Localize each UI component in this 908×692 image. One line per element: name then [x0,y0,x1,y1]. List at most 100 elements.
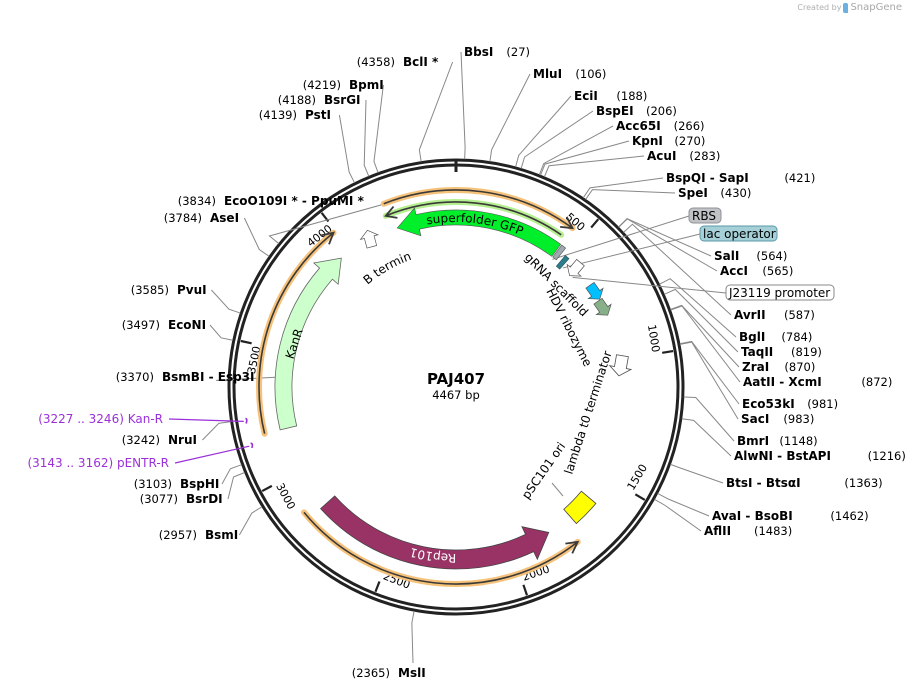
site-left[interactable]: (4219) BpmI [303,78,384,92]
site-name[interactable]: PstI [305,108,331,122]
site-name[interactable]: BspEI [596,104,634,118]
site-left[interactable]: (3242) NruI [122,433,197,447]
primer-kan-r[interactable]: (3227 .. 3246) Kan-R [38,412,248,426]
site-left[interactable]: (3077) BsrDI [140,492,223,506]
site-name[interactable]: AvaI - BsoBI [712,509,793,523]
site-left[interactable]: (4139) PstI [259,108,331,122]
feature-gray-block[interactable] [552,244,567,261]
site-left[interactable]: (3585) PvuI [131,283,207,297]
site-right[interactable]: SpeI (430) [678,186,751,200]
feature-gRNA-scaffold[interactable] [555,255,570,270]
site-left[interactable]: (3370) BsmBI - Esp3I [116,370,255,384]
feature-cyan-marker[interactable] [583,280,607,304]
orf-arc[interactable] [301,509,581,587]
site-right[interactable]: SacI (983) [741,412,814,426]
site-right[interactable]: BtsI - BtsαI (1363) [726,476,883,490]
site-right[interactable]: BmrI (1148) [737,434,818,448]
site-right[interactable]: AccI (565) [720,264,793,278]
feature-psc101-ori[interactable] [563,490,597,525]
site-name[interactable]: AvrII [734,308,766,322]
site-right[interactable]: BglI (784) [739,330,812,344]
feature-superfolder-gfp[interactable] [396,207,562,257]
site-name[interactable]: AseI [210,211,239,225]
site-left[interactable]: (3784) AseI [164,211,239,225]
feature-tonB-terminator[interactable] [359,228,381,249]
site-name[interactable]: Eco53kI [742,397,795,411]
site-name[interactable]: BspHI [180,477,219,491]
site-right[interactable]: AvaI - BsoBI (1462) [712,509,869,523]
site-left[interactable]: (4358) BclI * [357,55,439,69]
feature-lambda-t0-terminator[interactable] [608,354,633,378]
site-right[interactable]: TaqII (819) [741,345,822,359]
site-name[interactable]: TaqII [741,345,773,359]
site-right[interactable]: AvrII (587) [734,308,815,322]
site-position: (870) [784,360,815,374]
boxed-feature-rbs[interactable]: RBS [688,207,722,224]
site-name[interactable]: BglI [739,330,765,344]
site-right[interactable]: BspQI - SapI (421) [666,171,815,185]
site-left[interactable]: (3834) EcoO109I * - PpuMI * [178,194,365,208]
site-right[interactable]: ZraI (870) [742,360,815,374]
site-name[interactable]: MluI [533,67,562,81]
site-right[interactable]: BspEI (206) [596,104,677,118]
primer-label[interactable]: (3227 .. 3246) Kan-R [38,412,163,426]
site-name[interactable]: NruI [168,433,197,447]
boxed-feature-lac-operator[interactable]: lac operator [699,225,778,242]
site-name[interactable]: MslI [398,666,426,680]
site-name[interactable]: BpmI [349,78,384,92]
site-name[interactable]: BclI * [403,55,439,69]
feature-kanr[interactable] [274,257,342,431]
site-name[interactable]: PvuI [177,283,207,297]
site-name[interactable]: BsmI [205,528,238,542]
site-left[interactable]: (3103) BspHI [134,477,220,491]
site-name[interactable]: SpeI [678,186,708,200]
site-name[interactable]: BsrGI [324,93,361,107]
feature-rep101[interactable] [320,495,550,570]
site-left[interactable]: (4188) BsrGI [278,93,361,107]
site-name[interactable]: BtsI - BtsαI [726,476,801,490]
site-name[interactable]: EciI [574,89,598,103]
site-left[interactable]: (3497) EcoNI [122,318,206,332]
site-right[interactable]: AflII (1483) [704,524,792,538]
site-right[interactable]: Acc65I (266) [616,119,705,133]
site-left[interactable]: (2957) BsmI [159,528,239,542]
site-name[interactable]: KpnI [632,134,663,148]
site-name[interactable]: BbsI [464,45,493,59]
site-right[interactable]: Eco53kI (981) [742,397,838,411]
boxed-feature-j23119-promoter[interactable]: J23119 promoter [725,284,835,301]
site-right[interactable]: AlwNI - BstAPI (1216) [734,449,906,463]
site-name[interactable]: AlwNI - BstAPI [734,449,831,463]
site-position: (188) [616,89,647,103]
site-name[interactable]: BsrDI [186,492,223,506]
site-name[interactable]: BspQI - SapI [666,171,749,185]
orf-arc[interactable] [380,187,576,232]
credit-prefix: Created by [797,3,842,12]
site-right[interactable]: SalI (564) [714,249,787,263]
site-right[interactable]: KpnI (270) [632,134,705,148]
feature-hdv-ribozyme[interactable] [591,296,615,320]
site-right[interactable]: AatII - XcmI (872) [743,375,892,389]
site-right[interactable]: EciI (188) [574,89,647,103]
site-name[interactable]: ZraI [742,360,769,374]
site-name[interactable]: BsmBI - Esp3I [162,370,254,384]
site-name[interactable]: EcoO109I * - PpuMI * [224,194,365,208]
site-name[interactable]: Acc65I [616,119,661,133]
site-right[interactable]: BbsI (27) [464,45,530,59]
primer-pentr-r[interactable]: (3143 .. 3162) pENTR-R [27,442,254,470]
orf-arc[interactable] [382,199,565,238]
primer-label[interactable]: (3143 .. 3162) pENTR-R [27,456,169,470]
orf-arc[interactable] [256,229,337,437]
site-right[interactable]: AcuI (283) [647,149,720,163]
site-position: (3077) [140,492,178,506]
site-left[interactable]: (2365) MslI [352,666,426,680]
site-name[interactable]: AccI [720,264,748,278]
terminator-arrow-icon[interactable] [563,257,588,282]
site-name[interactable]: SalI [714,249,739,263]
site-name[interactable]: AatII - XcmI [743,375,822,389]
site-name[interactable]: AcuI [647,149,676,163]
site-name[interactable]: SacI [741,412,769,426]
site-name[interactable]: BmrI [737,434,769,448]
site-name[interactable]: AflII [704,524,731,538]
site-right[interactable]: MluI (106) [533,67,606,81]
site-name[interactable]: EcoNI [168,318,206,332]
